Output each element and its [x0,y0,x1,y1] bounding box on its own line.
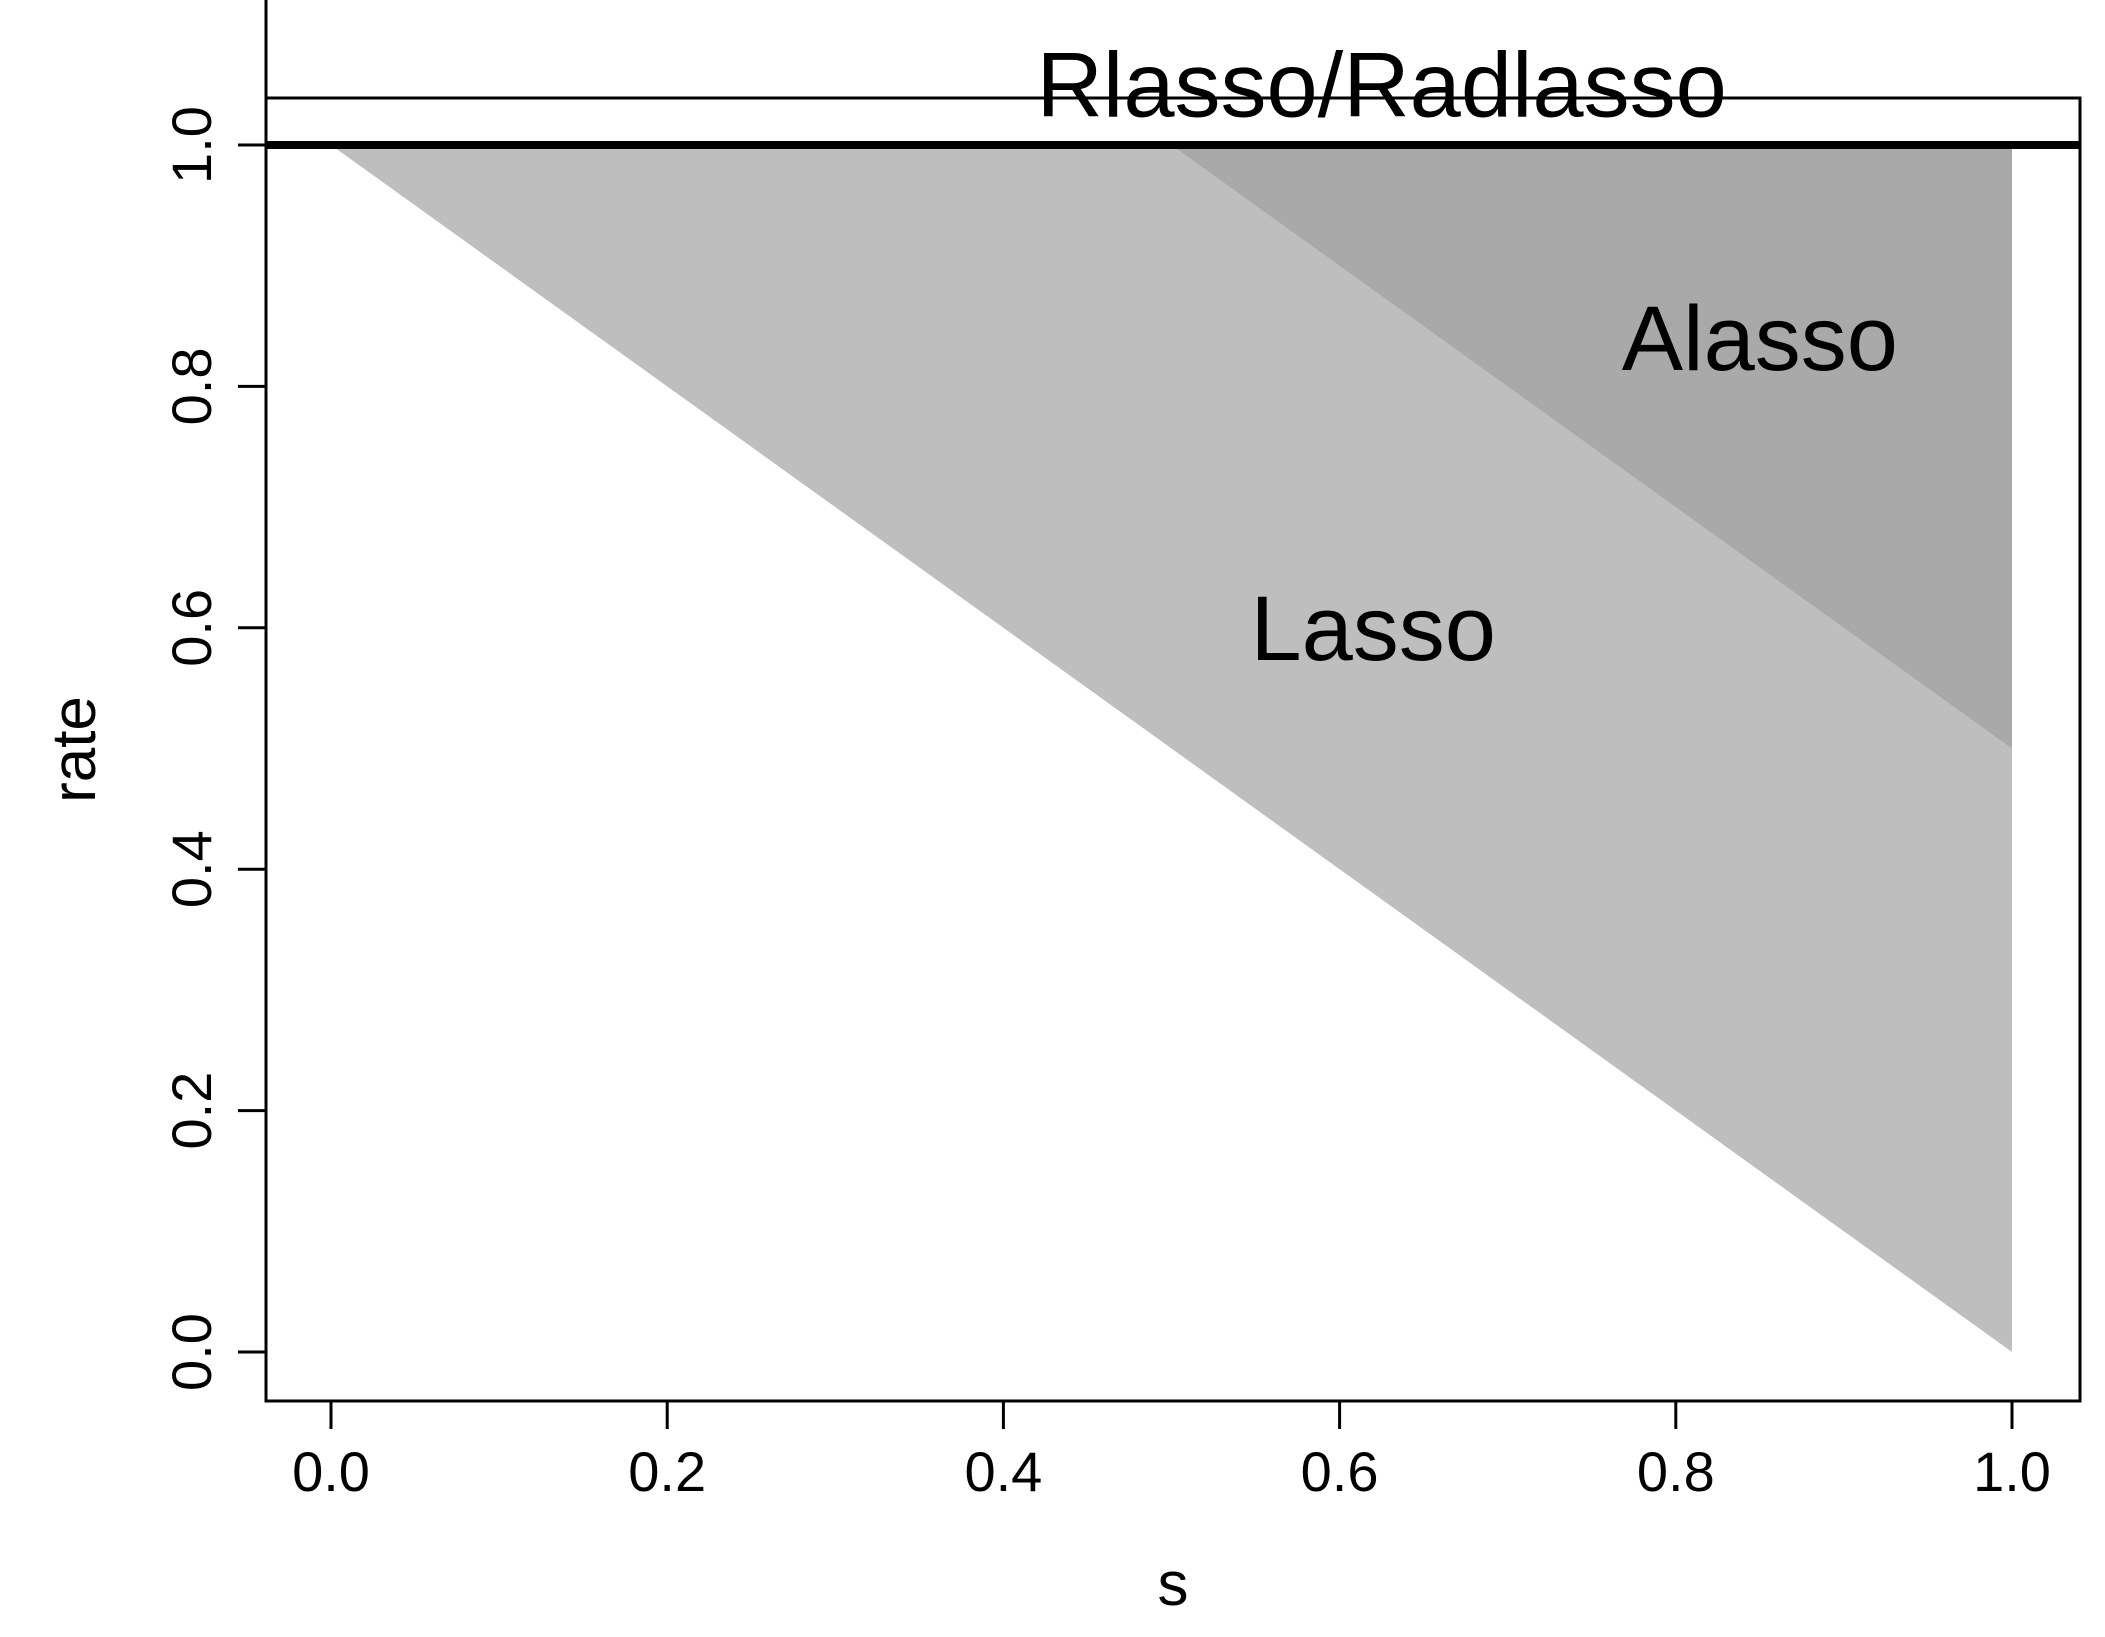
x-tick-label: 0.2 [628,1440,706,1503]
y-tick-label: 0.6 [160,589,223,667]
y-tick-label: 1.0 [160,106,223,184]
x-axis-title: s [1158,1550,1189,1619]
y-tick-label: 0.4 [160,830,223,908]
x-tick-label: 0.8 [1637,1440,1715,1503]
region-alasso [1171,145,2012,749]
labels-layer: Rlasso/Radlasso Lasso Alasso [1036,35,1897,680]
region-label: Lasso [1250,578,1496,680]
region-label: Alasso [1622,288,1898,390]
x-tick-label: 1.0 [1973,1440,2051,1503]
regions-layer [331,145,2012,1352]
x-tick-label: 0.4 [964,1440,1042,1503]
line-label: Rlasso/Radlasso [1036,35,1726,137]
y-axis: 0.00.20.40.60.81.01.2 [160,0,268,1391]
y-axis-title: rate [40,696,109,803]
x-tick-label: 0.0 [292,1440,370,1503]
y-tick-label: 0.2 [160,1072,223,1150]
y-tick-label: 0.0 [160,1313,223,1391]
x-axis: 0.0 0.2 0.4 0.6 0.8 1.0 [292,1399,2051,1503]
y-tick-label: 0.8 [160,347,223,425]
x-tick-label: 0.6 [1301,1440,1379,1503]
